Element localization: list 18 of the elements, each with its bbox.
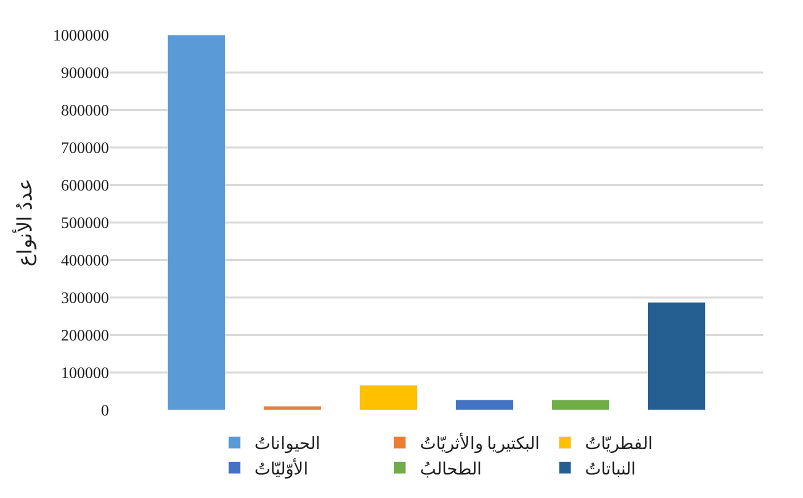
y-tick-label: 200000 (61, 328, 109, 345)
y-tick-label: 400000 (61, 252, 109, 270)
legend-label: الحيواناتُ (254, 434, 320, 454)
y-tick-label: 900000 (61, 65, 109, 82)
legend-label: الفطريّاتُ (585, 434, 653, 454)
y-tick-label: 300000 (61, 290, 109, 308)
y-tick-label: 800000 (61, 102, 109, 120)
y-axis-title: عددُ الأنواع (12, 178, 36, 266)
legend-label: الأوّليّاتُ (254, 458, 308, 480)
y-tick-label: 700000 (61, 140, 109, 158)
y-tick-label: 0 (101, 402, 109, 420)
legend-label: البكتيريا والأثريّاتُ (420, 433, 540, 454)
y-tick-label: 500000 (61, 215, 109, 232)
y-tick-label: 1000000 (53, 28, 109, 45)
legend-label: الطحالبُ (420, 459, 482, 478)
y-tick-label: 600000 (61, 178, 109, 195)
legend-label: النباتاتُ (585, 459, 636, 478)
y-tick-label: 100000 (61, 365, 109, 382)
